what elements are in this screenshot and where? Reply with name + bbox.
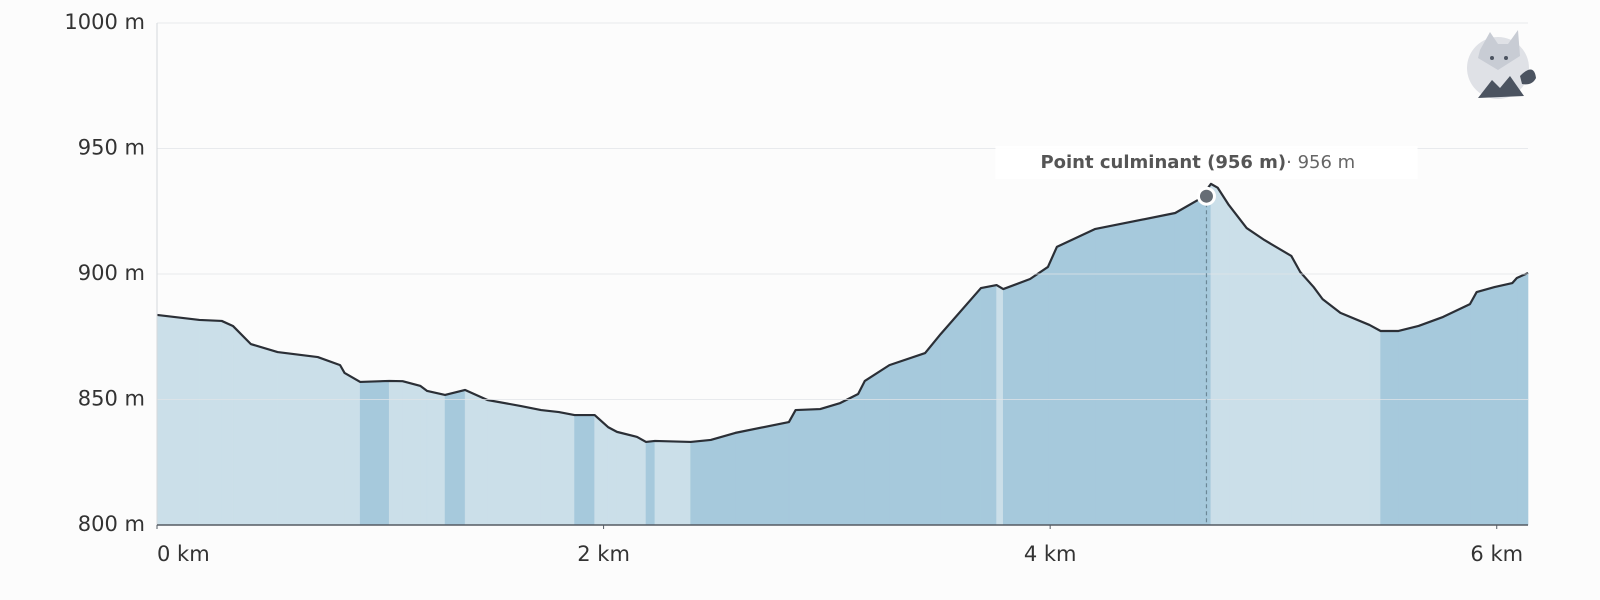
- area-segment: [889, 352, 926, 526]
- area-segment: [1322, 298, 1341, 526]
- y-tick-label: 1000 m: [64, 10, 145, 34]
- area-segment: [1056, 228, 1096, 526]
- tooltip-value: · 956 m: [1286, 152, 1355, 173]
- area-segment: [221, 320, 234, 526]
- area-segment: [339, 363, 345, 526]
- logo: [1467, 30, 1536, 99]
- area-segment: [1199, 182, 1212, 526]
- area-segment: [1469, 290, 1477, 526]
- area-segment: [156, 314, 200, 526]
- highlight-marker: [1196, 186, 1216, 206]
- y-tick-label: 850 m: [78, 387, 145, 411]
- tooltip-title: Point culminant (956 m): [1040, 152, 1286, 173]
- area-segment: [1246, 227, 1265, 526]
- area-segment: [735, 421, 790, 526]
- x-tick-label: 4 km: [1024, 542, 1077, 566]
- area-segment: [1418, 316, 1444, 526]
- area-segment: [520, 405, 542, 526]
- tooltip-box: [995, 146, 1418, 179]
- area-segment: [1264, 239, 1292, 526]
- area-segment: [616, 431, 638, 526]
- area-segment: [1291, 254, 1301, 526]
- area-segment: [839, 393, 859, 526]
- area-segment: [1029, 266, 1049, 526]
- area-segment: [1299, 271, 1314, 526]
- area-segment: [199, 319, 223, 526]
- area-segment: [388, 380, 403, 526]
- area-segment: [426, 390, 446, 526]
- area-segment: [980, 284, 997, 526]
- area-segment: [1217, 186, 1230, 526]
- x-tick-label: 2 km: [577, 542, 630, 566]
- area-segment: [857, 380, 866, 526]
- y-tick-label: 900 m: [78, 261, 145, 285]
- area-segment: [710, 432, 736, 526]
- area-segment: [1380, 330, 1399, 526]
- area-segment: [607, 426, 618, 526]
- area-segment: [1002, 278, 1031, 526]
- area-segment: [487, 399, 522, 526]
- area-segment: [864, 364, 890, 526]
- area-segment: [924, 333, 942, 526]
- area-segment: [344, 372, 361, 526]
- area-segment: [654, 440, 691, 526]
- area-segment: [1094, 212, 1176, 526]
- area-segment: [788, 408, 796, 526]
- area-segment: [1047, 246, 1058, 526]
- x-tick-label: 0 km: [157, 542, 210, 566]
- area-segment: [1442, 303, 1471, 526]
- area-segment: [277, 351, 319, 526]
- area-segment: [574, 414, 595, 526]
- area-segment: [250, 343, 278, 526]
- area-segment: [1494, 282, 1513, 526]
- x-tick-label: 6 km: [1470, 542, 1523, 566]
- area-segment: [1313, 286, 1323, 526]
- area-segment: [819, 402, 841, 526]
- area-segment: [690, 439, 712, 526]
- area-segment: [996, 284, 1004, 526]
- area-segment: [402, 380, 421, 526]
- area-segment: [1398, 325, 1419, 526]
- area-segment: [645, 440, 656, 526]
- area-segment: [1174, 198, 1201, 526]
- area-segment: [464, 389, 488, 526]
- area-segment: [444, 389, 466, 526]
- area-segment: [1516, 272, 1529, 526]
- area-segment: [1340, 312, 1370, 526]
- area-segment: [1512, 277, 1518, 526]
- area-segment: [540, 409, 560, 526]
- area-segment: [232, 325, 252, 526]
- area-segment: [1228, 204, 1247, 526]
- area-segment: [420, 385, 428, 526]
- y-tick-label: 800 m: [78, 512, 145, 536]
- area-segment: [594, 414, 609, 526]
- area-segment: [1476, 286, 1495, 526]
- y-tick-label: 950 m: [78, 136, 145, 160]
- area-segment: [1210, 183, 1218, 526]
- elevation-line: [156, 182, 1529, 444]
- area-segment: [636, 436, 647, 526]
- area-segment: [1369, 324, 1381, 526]
- area-segment: [940, 287, 982, 526]
- area-segment: [359, 380, 390, 526]
- area-segment: [795, 408, 821, 526]
- area-segment: [558, 411, 575, 526]
- area-segment: [317, 356, 341, 526]
